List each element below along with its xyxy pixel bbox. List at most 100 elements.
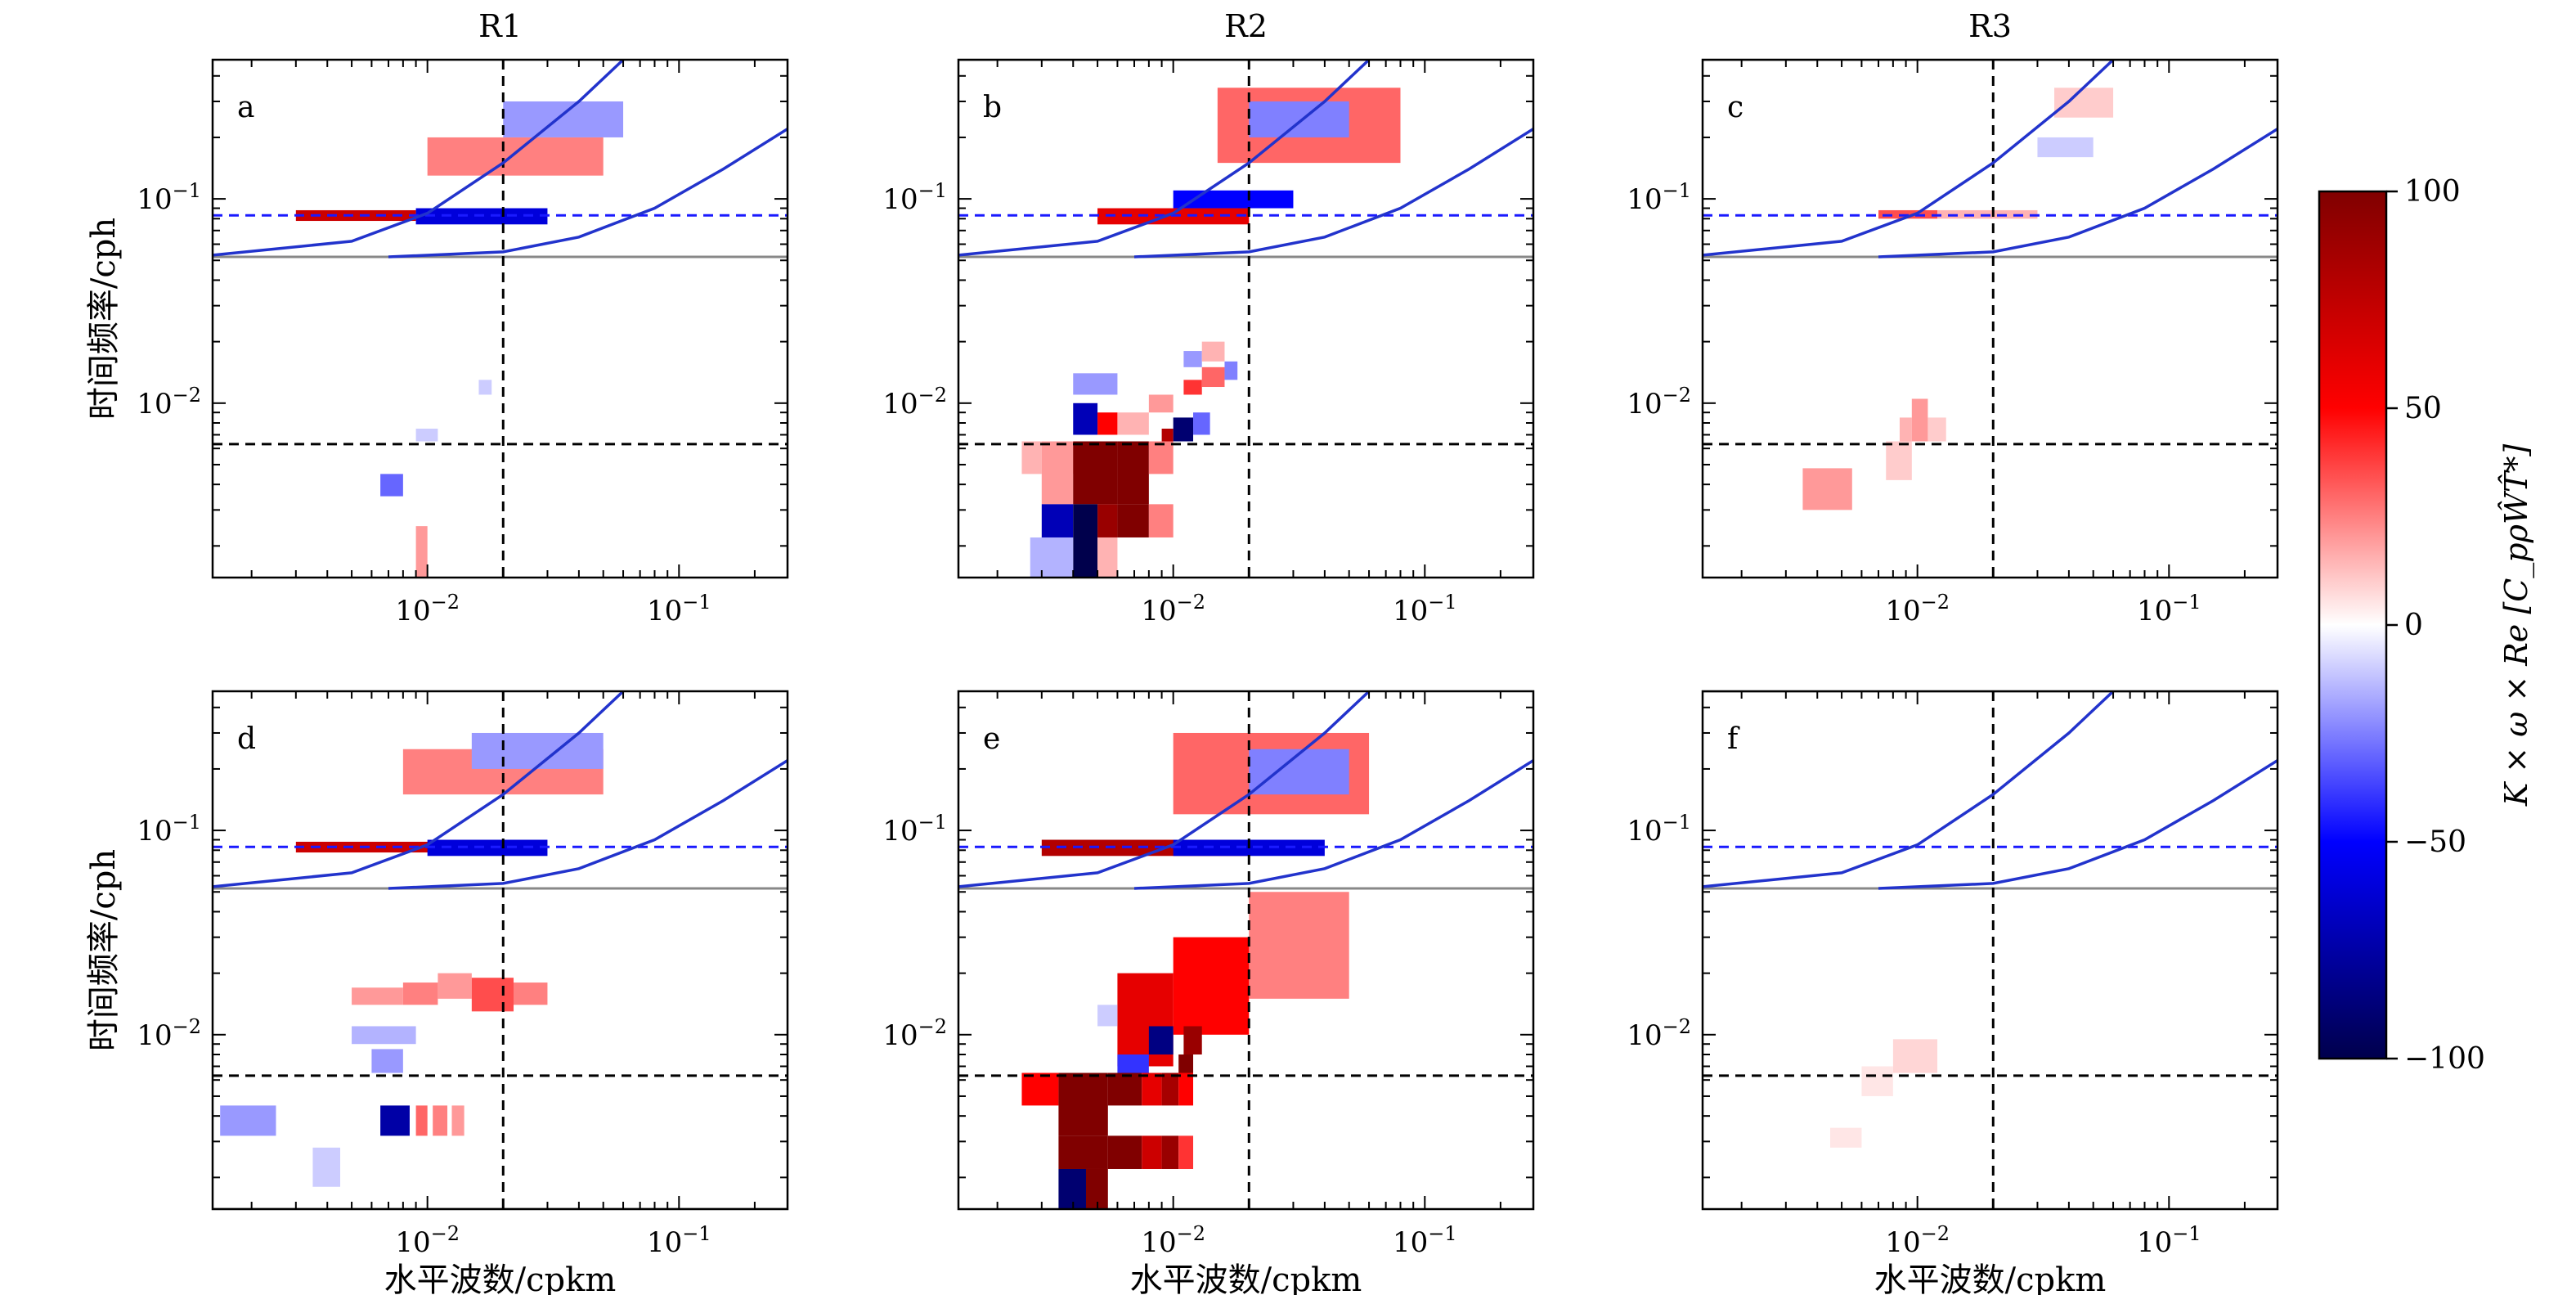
heatmap-cell bbox=[295, 209, 416, 222]
panel-label: f bbox=[1727, 722, 1740, 756]
heatmap-cell bbox=[1117, 412, 1149, 435]
heatmap-cell bbox=[1911, 398, 1928, 442]
y-tick-label: 10−2 bbox=[1627, 1015, 1691, 1052]
heatmap-cell bbox=[451, 1105, 464, 1136]
heatmap-cell bbox=[1142, 1072, 1162, 1106]
heatmap-cell bbox=[1899, 417, 1912, 442]
dispersion-curve bbox=[213, 691, 625, 888]
heatmap-cell bbox=[1183, 1026, 1202, 1054]
heatmap-cell bbox=[1249, 892, 1349, 999]
colorbar: 100 50 0 −50 −100 K × ω × Re [C_pρŴT̂*] bbox=[2318, 175, 2535, 1076]
y-tick-label: 10−1 bbox=[882, 179, 947, 216]
axes-frame bbox=[1701, 58, 2279, 579]
dispersion-curve bbox=[388, 759, 788, 890]
heatmap-cell bbox=[1148, 441, 1174, 474]
heatmap-cell bbox=[1107, 1135, 1142, 1169]
panel-a: 10−2 10−1 10−2 10−1 a R1 时间频率/cph bbox=[85, 8, 789, 627]
dispersion-curve bbox=[1133, 128, 1533, 259]
x-axis-label: 水平波数/cpkm bbox=[1130, 1261, 1362, 1295]
colorbar-gradient bbox=[2318, 190, 2388, 1060]
x-tick-label: 10−1 bbox=[647, 591, 711, 627]
heatmap-cell bbox=[415, 526, 428, 578]
heatmap-cell bbox=[427, 137, 604, 176]
plot-area bbox=[958, 60, 1533, 578]
heatmap-cell bbox=[1073, 402, 1098, 435]
axes-frame bbox=[1701, 690, 2279, 1211]
heatmap-cell bbox=[1058, 1135, 1108, 1169]
heatmap-cell bbox=[514, 982, 548, 1005]
heatmap-cell bbox=[1161, 1072, 1179, 1106]
heatmap-cell bbox=[1058, 1072, 1108, 1136]
heatmap-cell bbox=[1148, 394, 1174, 413]
dispersion-curve bbox=[958, 691, 1371, 888]
heatmap-cell bbox=[1161, 1135, 1179, 1169]
heatmap-cell bbox=[2037, 137, 2094, 158]
dispersion-curve bbox=[958, 60, 1371, 257]
y-tick-label: 10−1 bbox=[137, 811, 201, 848]
y-tick-label: 10−2 bbox=[1627, 384, 1691, 420]
heatmap-cell bbox=[1178, 1054, 1194, 1073]
heatmap-cell bbox=[1224, 361, 1238, 380]
panel-label: e bbox=[983, 722, 1000, 756]
plot-area bbox=[1703, 60, 2278, 578]
heatmap-cell bbox=[1021, 1072, 1059, 1106]
heatmap-cell bbox=[1802, 468, 1852, 510]
colorbar-title: K × ω × Re [C_pρŴT̂*] bbox=[2498, 444, 2535, 807]
x-tick-label: 10−2 bbox=[395, 591, 460, 627]
heatmap-cell bbox=[415, 1105, 428, 1136]
heatmap-cell bbox=[1097, 412, 1118, 435]
heatmap-cell bbox=[1173, 417, 1194, 442]
heatmap-cell bbox=[1829, 1127, 1862, 1148]
y-tick-label: 10−2 bbox=[882, 1015, 947, 1052]
x-tick-label: 10−1 bbox=[1393, 591, 1457, 627]
y-tick-label: 10−1 bbox=[137, 179, 201, 216]
plot-area bbox=[213, 691, 788, 1209]
dispersion-curve bbox=[1703, 60, 2115, 257]
column-title: R3 bbox=[1968, 8, 2012, 44]
y-tick-label: 10−2 bbox=[137, 1015, 201, 1052]
heatmap-cell bbox=[478, 380, 492, 395]
plot-area bbox=[1703, 691, 2278, 1209]
colorbar-tick-label: 0 bbox=[2404, 609, 2423, 642]
dispersion-curve bbox=[213, 60, 625, 257]
y-tick-label: 10−2 bbox=[882, 384, 947, 420]
heatmap-cell bbox=[380, 1105, 410, 1136]
heatmap-cell bbox=[312, 1147, 340, 1187]
panel-label: d bbox=[237, 722, 256, 756]
colorbar-tick-label: 50 bbox=[2404, 392, 2442, 425]
axes-frame bbox=[211, 58, 789, 579]
y-tick-label: 10−2 bbox=[137, 384, 201, 420]
x-tick-label: 10−1 bbox=[2137, 1222, 2201, 1259]
heatmap-cell bbox=[1201, 341, 1225, 362]
heatmap-cell bbox=[427, 839, 548, 857]
panel-label: c bbox=[1727, 91, 1744, 124]
heatmap-cell bbox=[220, 1105, 276, 1136]
x-tick-label: 10−1 bbox=[2137, 591, 2201, 627]
heatmap-cell bbox=[503, 101, 624, 137]
heatmap-cell bbox=[1058, 1168, 1086, 1209]
column-title: R1 bbox=[478, 8, 522, 44]
y-tick-label: 10−1 bbox=[1627, 811, 1691, 848]
colorbar-tick-label: −50 bbox=[2404, 825, 2466, 859]
colorbar-tick-label: 100 bbox=[2404, 175, 2461, 209]
heatmap-cell bbox=[1148, 1026, 1174, 1054]
x-tick-label: 10−2 bbox=[395, 1222, 460, 1259]
heatmap-cell bbox=[1249, 101, 1349, 137]
plot-area bbox=[213, 60, 788, 578]
heatmap-cell bbox=[1073, 504, 1098, 578]
y-tick-label: 10−1 bbox=[1627, 179, 1691, 216]
panel-label: a bbox=[237, 91, 254, 124]
heatmap-cell bbox=[415, 428, 438, 442]
heatmap-cell bbox=[1073, 373, 1118, 395]
x-axis-label: 水平波数/cpkm bbox=[1874, 1261, 2107, 1295]
heatmap-cell bbox=[352, 1026, 416, 1045]
heatmap-cell bbox=[1097, 1005, 1118, 1027]
heatmap-cell bbox=[1183, 351, 1202, 367]
heatmap-cell bbox=[1117, 441, 1149, 505]
colorbar-tick-label: −100 bbox=[2404, 1042, 2485, 1076]
heatmap-cell bbox=[1021, 441, 1042, 474]
heatmap-cell bbox=[471, 978, 514, 1012]
heatmap-cell bbox=[433, 1105, 448, 1136]
heatmap-cell bbox=[1041, 504, 1074, 537]
